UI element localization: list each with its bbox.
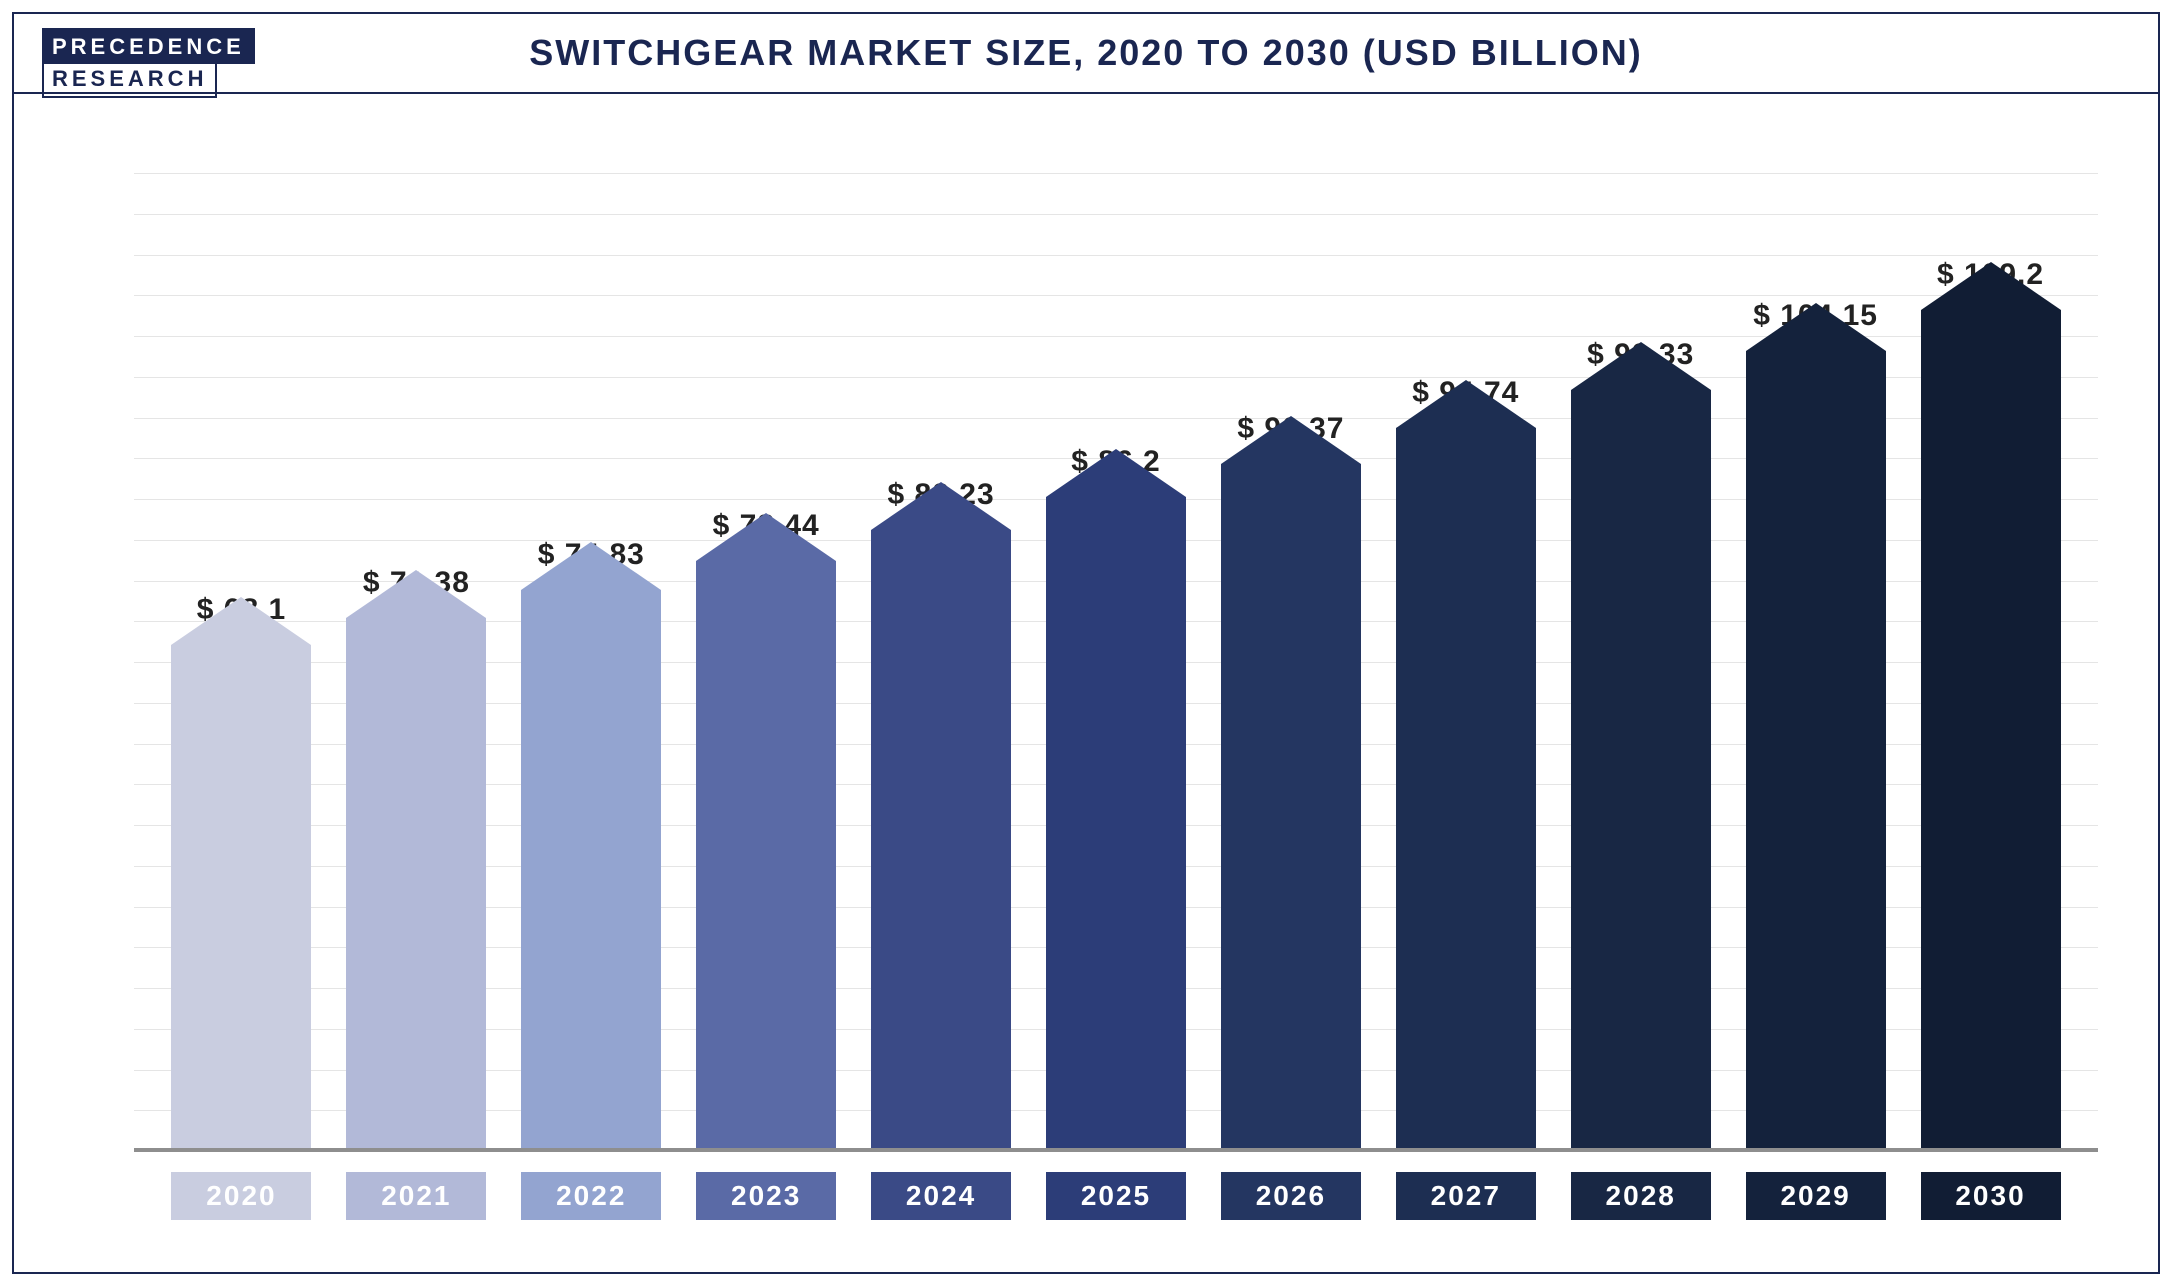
header: PRECEDENCE RESEARCH SWITCHGEAR MARKET SI… <box>14 14 2158 94</box>
xaxis-item: 2023 <box>679 1172 854 1232</box>
bar-body <box>1746 351 1886 1152</box>
bar-tip <box>1921 262 2061 310</box>
bar-tip <box>521 542 661 590</box>
year-box-2025: 2025 <box>1046 1172 1186 1220</box>
bar-body <box>1921 310 2061 1152</box>
bar-tip <box>1396 380 1536 428</box>
xaxis-item: 2025 <box>1029 1172 1204 1232</box>
bar-body <box>1571 390 1711 1152</box>
bar-tip <box>1221 416 1361 464</box>
xaxis-item: 2020 <box>154 1172 329 1232</box>
bar-2025: $ 86.2 <box>1029 174 1204 1152</box>
chart-frame: PRECEDENCE RESEARCH SWITCHGEAR MARKET SI… <box>12 12 2160 1274</box>
logo-line1: PRECEDENCE <box>42 28 255 64</box>
xaxis-item: 2026 <box>1203 1172 1378 1232</box>
bar-shape <box>171 645 311 1152</box>
bar-2022: $ 74.83 <box>504 174 679 1152</box>
bar-tip <box>696 513 836 561</box>
bar-2029: $ 104.15 <box>1728 174 1903 1152</box>
bar-shape <box>1396 428 1536 1152</box>
bar-body <box>1046 497 1186 1152</box>
x-baseline <box>134 1148 2098 1152</box>
bar-shape <box>696 561 836 1152</box>
bar-body <box>521 590 661 1152</box>
bar-2030: $ 109.2 <box>1903 174 2078 1152</box>
bar-2024: $ 82.23 <box>854 174 1029 1152</box>
bar-tip <box>171 597 311 645</box>
logo: PRECEDENCE RESEARCH <box>42 28 242 98</box>
bar-2021: $ 71.38 <box>329 174 504 1152</box>
bar-shape <box>346 618 486 1152</box>
year-box-2024: 2024 <box>871 1172 1011 1220</box>
xaxis-item: 2021 <box>329 1172 504 1232</box>
xaxis-item: 2030 <box>1903 1172 2078 1232</box>
bar-body <box>696 561 836 1152</box>
bar-shape <box>1046 497 1186 1152</box>
bar-2028: $ 99.33 <box>1553 174 1728 1152</box>
xaxis-item: 2024 <box>854 1172 1029 1232</box>
bar-body <box>1396 428 1536 1152</box>
xaxis-item: 2022 <box>504 1172 679 1232</box>
bar-shape <box>1921 310 2061 1152</box>
bar-tip <box>871 482 1011 530</box>
bar-2023: $ 78.44 <box>679 174 854 1152</box>
bar-body <box>346 618 486 1152</box>
bar-shape <box>1571 390 1711 1152</box>
chart-title: SWITCHGEAR MARKET SIZE, 2020 TO 2030 (US… <box>14 32 2158 74</box>
xaxis-item: 2028 <box>1553 1172 1728 1232</box>
bar-shape <box>1746 351 1886 1152</box>
bar-tip <box>1746 303 1886 351</box>
year-box-2030: 2030 <box>1921 1172 2061 1220</box>
year-box-2022: 2022 <box>521 1172 661 1220</box>
logo-line2: RESEARCH <box>42 64 217 98</box>
year-box-2029: 2029 <box>1746 1172 1886 1220</box>
year-box-2023: 2023 <box>696 1172 836 1220</box>
year-box-2026: 2026 <box>1221 1172 1361 1220</box>
year-box-2027: 2027 <box>1396 1172 1536 1220</box>
year-box-2020: 2020 <box>171 1172 311 1220</box>
bar-tip <box>1046 449 1186 497</box>
bar-tip <box>1571 342 1711 390</box>
year-box-2021: 2021 <box>346 1172 486 1220</box>
bar-shape <box>1221 464 1361 1153</box>
xaxis-item: 2029 <box>1728 1172 1903 1232</box>
bar-2020: $ 68.1 <box>154 174 329 1152</box>
bar-2027: $ 94.74 <box>1378 174 1553 1152</box>
year-box-2028: 2028 <box>1571 1172 1711 1220</box>
xaxis-item: 2027 <box>1378 1172 1553 1232</box>
chart-area: $ 68.1$ 71.38$ 74.83$ 78.44$ 82.23$ 86.2… <box>14 94 2158 1272</box>
bars-container: $ 68.1$ 71.38$ 74.83$ 78.44$ 82.23$ 86.2… <box>134 174 2098 1152</box>
plot-area: $ 68.1$ 71.38$ 74.83$ 78.44$ 82.23$ 86.2… <box>134 174 2098 1152</box>
bar-body <box>171 645 311 1152</box>
x-axis: 2020 2021 2022 2023 2024 2025 2026 2027 2028 2029… <box>134 1172 2098 1232</box>
bar-body <box>871 530 1011 1152</box>
bar-2026: $ 90.37 <box>1203 174 1378 1152</box>
bar-body <box>1221 464 1361 1153</box>
bar-shape <box>521 590 661 1152</box>
bar-shape <box>871 530 1011 1152</box>
bar-tip <box>346 570 486 618</box>
